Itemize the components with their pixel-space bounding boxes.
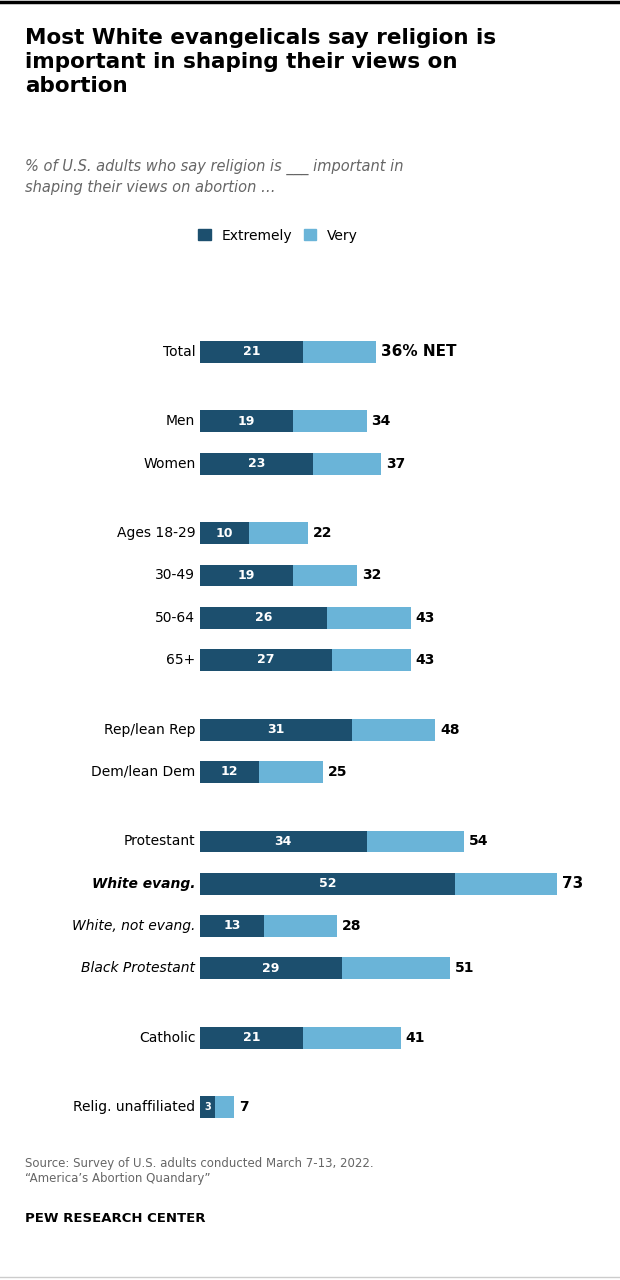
Text: 29: 29 xyxy=(262,961,280,974)
Bar xyxy=(200,522,249,544)
Bar xyxy=(264,915,337,937)
Text: Black Protestant: Black Protestant xyxy=(81,961,195,975)
Bar xyxy=(303,340,376,362)
Bar xyxy=(200,340,303,362)
Bar xyxy=(200,607,327,628)
Text: Dem/lean Dem: Dem/lean Dem xyxy=(91,765,195,778)
Text: 25: 25 xyxy=(327,765,347,778)
Text: White evang.: White evang. xyxy=(92,877,195,891)
Bar xyxy=(200,718,352,741)
Text: PEW RESEARCH CENTER: PEW RESEARCH CENTER xyxy=(25,1212,205,1225)
Bar xyxy=(200,915,264,937)
Bar xyxy=(200,957,342,979)
Bar xyxy=(332,649,410,671)
Text: 32: 32 xyxy=(361,568,381,582)
Bar xyxy=(366,831,464,852)
Text: Men: Men xyxy=(166,415,195,429)
Text: 52: 52 xyxy=(319,877,336,890)
Bar xyxy=(454,873,557,895)
Bar xyxy=(249,522,308,544)
Bar xyxy=(200,564,293,586)
Text: 27: 27 xyxy=(257,653,275,667)
Text: Protestant: Protestant xyxy=(123,835,195,849)
Text: Most White evangelicals say religion is
important in shaping their views on
abor: Most White evangelicals say religion is … xyxy=(25,28,496,96)
Bar xyxy=(293,411,366,433)
Bar xyxy=(200,453,312,475)
Text: Women: Women xyxy=(143,457,195,471)
Bar xyxy=(327,607,410,628)
Text: 36% NET: 36% NET xyxy=(381,344,457,360)
Text: % of U.S. adults who say religion is ___ important in
shaping their views on abo: % of U.S. adults who say religion is ___… xyxy=(25,159,403,195)
Bar xyxy=(215,1097,234,1119)
Text: 41: 41 xyxy=(405,1030,425,1044)
Text: Catholic: Catholic xyxy=(139,1030,195,1044)
Bar xyxy=(352,718,435,741)
Text: 7: 7 xyxy=(239,1101,249,1115)
Text: 73: 73 xyxy=(562,877,583,891)
Text: 48: 48 xyxy=(440,723,459,736)
Bar xyxy=(200,411,293,433)
Text: 34: 34 xyxy=(371,415,391,429)
Bar xyxy=(303,1027,401,1048)
Text: 3: 3 xyxy=(204,1102,211,1112)
Bar xyxy=(200,1097,215,1119)
Text: 54: 54 xyxy=(469,835,489,849)
Text: 21: 21 xyxy=(243,346,260,358)
Text: 43: 43 xyxy=(415,611,435,625)
Text: Ages 18-29: Ages 18-29 xyxy=(117,526,195,540)
Text: 28: 28 xyxy=(342,919,361,933)
Text: 19: 19 xyxy=(238,415,255,428)
Text: 22: 22 xyxy=(312,526,332,540)
Bar xyxy=(259,760,322,783)
Text: 10: 10 xyxy=(216,527,233,540)
Legend: Extremely, Very: Extremely, Very xyxy=(198,229,358,242)
Text: 26: 26 xyxy=(255,612,272,625)
Text: 21: 21 xyxy=(243,1032,260,1044)
Text: 37: 37 xyxy=(386,457,405,471)
Bar xyxy=(293,564,356,586)
Text: 50-64: 50-64 xyxy=(155,611,195,625)
Bar xyxy=(342,957,450,979)
Bar xyxy=(200,1027,303,1048)
Text: 23: 23 xyxy=(248,457,265,470)
Bar xyxy=(200,760,259,783)
Text: 31: 31 xyxy=(267,723,285,736)
Text: Rep/lean Rep: Rep/lean Rep xyxy=(104,723,195,736)
Text: 65+: 65+ xyxy=(166,653,195,667)
Text: 30-49: 30-49 xyxy=(155,568,195,582)
Bar xyxy=(200,873,454,895)
Text: Total: Total xyxy=(162,344,195,358)
Text: 19: 19 xyxy=(238,570,255,582)
Text: 12: 12 xyxy=(221,765,238,778)
Text: 51: 51 xyxy=(454,961,474,975)
Text: 43: 43 xyxy=(415,653,435,667)
Text: 13: 13 xyxy=(223,919,241,932)
Bar xyxy=(200,831,366,852)
Bar xyxy=(200,649,332,671)
Text: Source: Survey of U.S. adults conducted March 7-13, 2022.
“America’s Abortion Qu: Source: Survey of U.S. adults conducted … xyxy=(25,1157,373,1185)
Text: White, not evang.: White, not evang. xyxy=(72,919,195,933)
Text: Relig. unaffiliated: Relig. unaffiliated xyxy=(73,1101,195,1115)
Bar xyxy=(312,453,381,475)
Text: 34: 34 xyxy=(275,835,292,847)
